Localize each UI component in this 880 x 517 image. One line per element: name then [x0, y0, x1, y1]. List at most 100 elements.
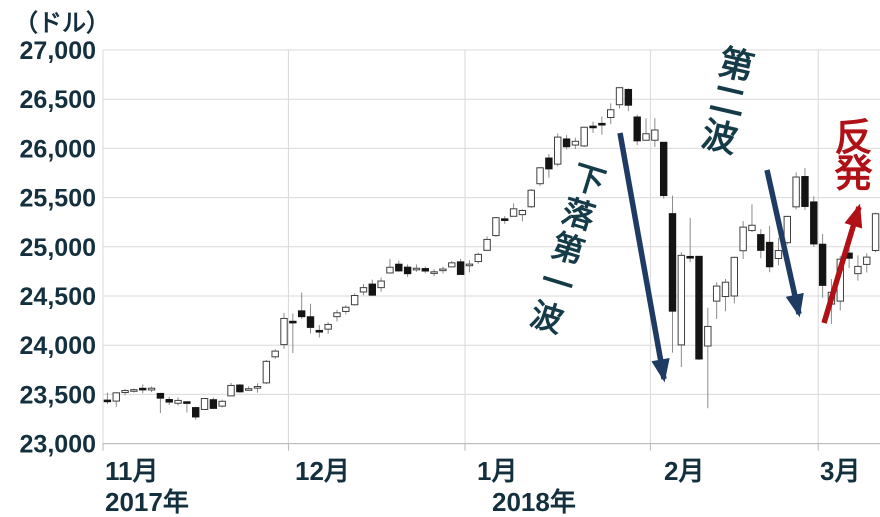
candlestick-2018-01-17: [554, 136, 562, 165]
candlestick-2017-11-13: [174, 399, 182, 404]
y-axis-tick-label: 26,000: [20, 135, 96, 163]
candlestick-2017-12-11: [342, 306, 350, 312]
candlestick-2018-01-25: [606, 109, 615, 119]
candlestick-2017-11-20: [218, 400, 226, 407]
candlestick-2017-11-03: [121, 390, 129, 394]
x-axis-month-label: 1月: [477, 456, 517, 486]
candlestick-2018-01-11: [527, 189, 535, 208]
candlestick-2018-02-27: [801, 176, 809, 207]
candlestick-2018-02-06: [677, 254, 686, 346]
y-axis-tick-label: 24,500: [20, 283, 96, 311]
y-axis-tick-label: 23,000: [20, 431, 96, 459]
candlestick-2018-01-02: [465, 263, 474, 267]
candlestick-2018-01-24: [598, 122, 606, 126]
candlestick-2018-02-20: [757, 234, 765, 251]
candlestick-2017-12-06: [315, 329, 324, 333]
candlestick-2017-11-01: [103, 399, 112, 403]
candlestick-2017-11-17: [209, 399, 218, 409]
candlestick-2018-02-22: [774, 250, 783, 260]
candlestick-2018-01-04: [483, 238, 491, 251]
candlestick-2018-03-07: [854, 265, 862, 275]
candlestick-2018-02-09: [704, 325, 712, 347]
candlestick-2018-02-15: [739, 226, 747, 252]
y-axis-tick-label: 27,000: [20, 37, 96, 65]
candlestick-2017-12-14: [368, 283, 377, 296]
candlestick-2017-12-01: [289, 320, 297, 324]
candlestick-2018-02-07: [686, 255, 694, 259]
y-axis-tick-label: 25,500: [20, 185, 96, 213]
candlestick-2017-12-19: [395, 263, 403, 272]
candlestick-2018-01-22: [580, 126, 588, 147]
x-axis-month-label: 3月: [820, 456, 860, 486]
candlestick-2017-11-24: [244, 388, 253, 391]
candlestick-2018-02-26: [792, 176, 800, 208]
candlestick-2017-11-14: [183, 401, 191, 404]
candlestick-2017-12-21: [412, 267, 421, 271]
candlestick-2018-02-28: [810, 201, 818, 245]
decline-wave1-arrow: [617, 132, 670, 383]
candlestick-2017-11-08: [147, 387, 156, 391]
candlestick-2017-11-27: [253, 386, 262, 389]
candlestick-2018-03-08: [863, 256, 871, 265]
candlestick-2018-01-26: [615, 87, 624, 106]
candlestick-2018-01-23: [589, 125, 597, 129]
x-axis-year-label: 2017年: [105, 487, 189, 517]
candlestick-2018-01-10: [518, 209, 527, 216]
candlestick-2017-12-15: [377, 280, 385, 289]
candlestick-2018-03-09: [871, 213, 880, 252]
candlestick-2017-12-12: [350, 295, 359, 306]
candlestick-2018-02-13: [721, 281, 730, 297]
candlestick-2017-12-28: [448, 262, 456, 268]
candlestick-2017-11-02: [112, 392, 120, 402]
candlestick-2018-01-16: [545, 157, 553, 170]
x-axis-year-label: 2018年: [492, 487, 576, 517]
candlestick-2018-02-02: [659, 141, 668, 197]
candlestick-2018-02-16: [748, 224, 756, 232]
candlestick-2018-02-14: [730, 256, 739, 297]
candlestick-2017-11-15: [192, 407, 200, 418]
candlestick-2017-11-07: [139, 387, 147, 391]
candlestick-2017-12-05: [306, 316, 315, 328]
candlestick-2018-03-01: [818, 243, 827, 286]
candlestick-2018-02-12: [712, 285, 721, 302]
y-axis-tick-label: 26,500: [20, 86, 96, 114]
candlestick-2017-11-30: [280, 317, 288, 346]
candlestick-2017-11-22: [236, 384, 244, 393]
rebound-arrow: [821, 203, 863, 324]
candlestick-2017-12-18: [386, 266, 394, 274]
y-axis-unit-label: （ドル）: [14, 10, 110, 37]
candlestick-2017-12-08: [333, 312, 341, 318]
candlestick-2017-12-27: [439, 268, 447, 272]
candlestick-2018-01-03: [474, 253, 482, 263]
candlestick-2018-01-05: [492, 217, 500, 237]
candlestick-2017-11-21: [227, 384, 235, 397]
annotation-rebound: 反発: [828, 117, 870, 189]
candlestick-2017-12-26: [430, 271, 438, 274]
candlestick-2017-11-06: [130, 389, 138, 392]
y-axis-tick-label: 23,500: [20, 381, 96, 409]
candlestick-2018-01-08: [501, 218, 509, 221]
candlestick-2017-11-09: [156, 392, 165, 399]
candlestick-2017-12-29: [456, 261, 465, 275]
candlestick-2017-11-10: [165, 399, 173, 403]
y-axis-tick-label: 24,000: [20, 332, 96, 360]
candlestick-2018-02-05: [668, 213, 677, 312]
candlestick-2017-12-20: [403, 266, 412, 275]
candlestick-2017-12-13: [359, 287, 368, 293]
x-axis-month-label: 11月: [105, 456, 159, 486]
candlestick-2018-02-23: [783, 215, 791, 244]
candlestick-2017-11-28: [262, 360, 271, 384]
candlestick-2018-02-01: [651, 129, 659, 141]
candlestick-2017-12-22: [421, 268, 429, 272]
candlestick-2018-02-21: [765, 241, 774, 268]
candlestick-2018-01-18: [562, 138, 571, 148]
candlestick-2018-01-09: [509, 208, 518, 217]
x-axis-month-label: 12月: [295, 456, 350, 486]
candlestick-2018-01-12: [536, 167, 544, 185]
x-axis-month-label: 2月: [664, 456, 704, 486]
candlestick-2017-11-16: [200, 398, 209, 410]
decline-wave2-arrow: [764, 169, 804, 318]
candlestick-2018-01-31: [642, 133, 650, 141]
